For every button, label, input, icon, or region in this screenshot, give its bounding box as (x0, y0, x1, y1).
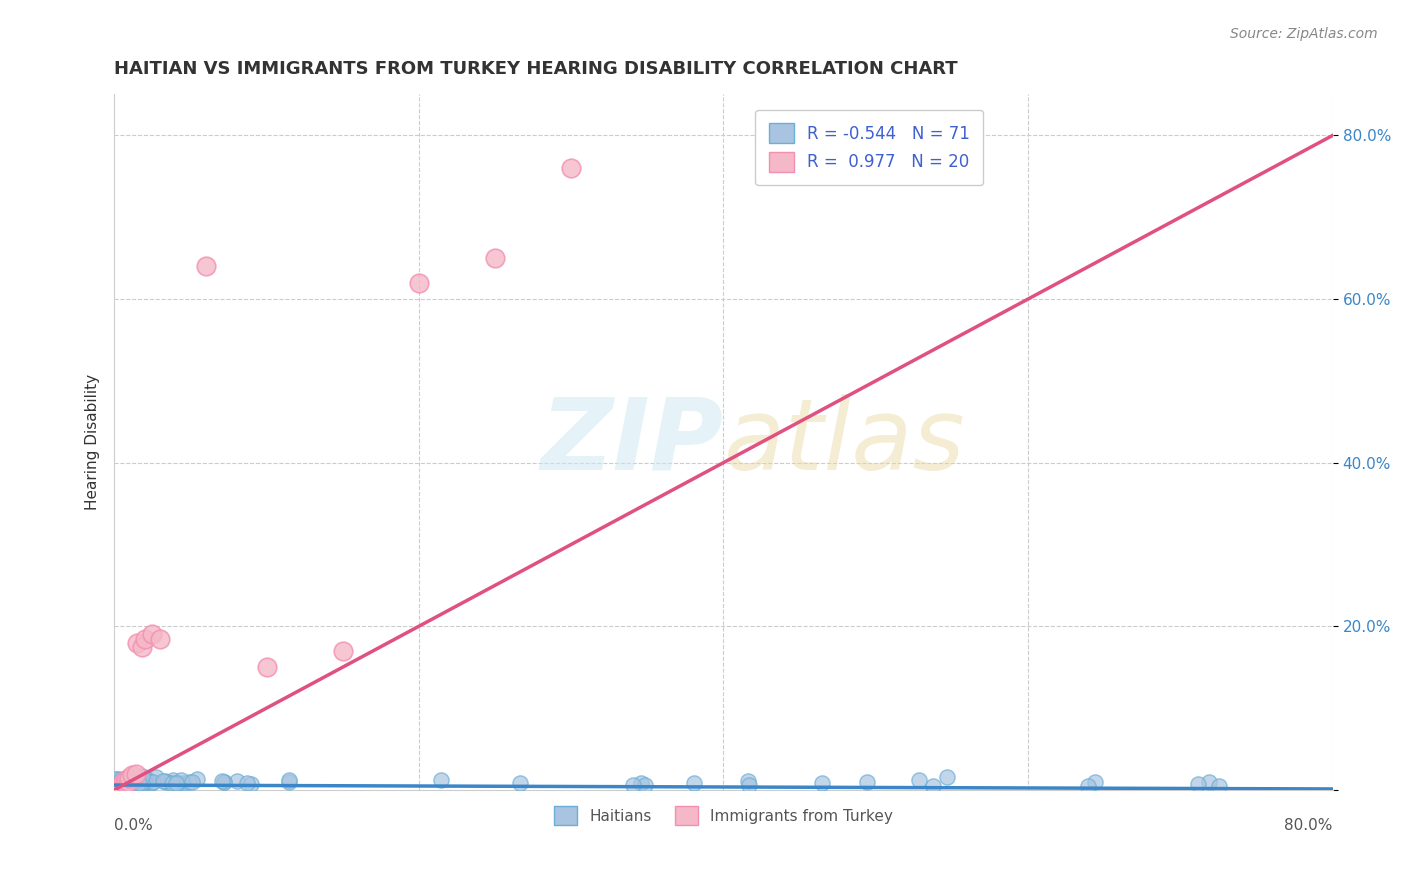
Point (104, 772, 127, 787)
Point (124, 766, 146, 780)
Text: 80.0%: 80.0% (1285, 818, 1333, 833)
Point (110, 772, 132, 787)
Point (240, 777, 263, 791)
Point (430, 772, 453, 787)
Point (236, 776, 259, 790)
Point (142, 775, 165, 789)
Point (212, 775, 235, 789)
Text: 0.0%: 0.0% (114, 818, 153, 833)
Point (153, 773, 176, 788)
Point (277, 775, 299, 789)
Point (134, 632, 156, 646)
Point (125, 772, 148, 787)
Point (117, 774, 139, 789)
Point (1208, 780, 1230, 794)
Point (170, 773, 193, 788)
Point (111, 779, 134, 793)
Point (131, 640, 153, 654)
Point (162, 773, 184, 788)
Point (180, 774, 202, 789)
Point (256, 660, 278, 674)
Point (738, 778, 761, 792)
Point (165, 776, 187, 790)
Point (408, 276, 430, 290)
Point (115, 772, 138, 786)
Text: HAITIAN VS IMMIGRANTS FROM TURKEY HEARING DISABILITY CORRELATION CHART: HAITIAN VS IMMIGRANTS FROM TURKEY HEARIN… (114, 60, 957, 78)
Point (124, 773, 146, 788)
Point (120, 776, 142, 790)
Point (907, 773, 929, 788)
Text: ZIP: ZIP (540, 393, 724, 491)
Point (105, 772, 128, 787)
Point (107, 776, 129, 790)
Point (114, 775, 136, 789)
Point (125, 635, 148, 649)
Point (141, 627, 163, 641)
Point (811, 775, 834, 789)
Point (128, 776, 150, 790)
Point (186, 772, 208, 787)
Point (484, 251, 506, 265)
Point (172, 775, 194, 789)
Point (129, 775, 152, 789)
Point (1198, 774, 1220, 789)
Point (194, 259, 217, 273)
Text: atlas: atlas (724, 393, 965, 491)
Point (122, 774, 145, 789)
Point (1084, 775, 1107, 789)
Point (114, 772, 136, 787)
Point (115, 773, 138, 788)
Point (124, 772, 146, 786)
Point (177, 775, 200, 789)
Point (149, 632, 172, 646)
Point (152, 774, 174, 789)
Point (921, 779, 943, 793)
Text: Source: ZipAtlas.com: Source: ZipAtlas.com (1230, 27, 1378, 41)
Point (509, 776, 531, 790)
Point (112, 776, 135, 790)
Point (155, 775, 177, 789)
Point (131, 770, 153, 784)
Legend: Haitians, Immigrants from Turkey: Haitians, Immigrants from Turkey (548, 800, 898, 831)
Point (114, 776, 136, 790)
Point (132, 774, 155, 789)
Point (935, 770, 957, 784)
Point (855, 775, 877, 789)
Point (145, 770, 167, 784)
Point (112, 774, 135, 789)
Point (332, 644, 354, 658)
Point (118, 775, 141, 789)
Point (560, 161, 582, 175)
Point (118, 774, 141, 789)
Point (1187, 777, 1209, 791)
Point (634, 778, 657, 792)
Point (162, 776, 184, 790)
Point (630, 776, 652, 790)
Point (737, 773, 759, 788)
Point (107, 775, 129, 789)
Point (132, 776, 155, 790)
Point (107, 780, 129, 795)
Y-axis label: Hearing Disability: Hearing Disability (86, 374, 100, 510)
Point (135, 775, 157, 789)
Point (136, 773, 159, 788)
Point (131, 771, 153, 785)
Point (135, 776, 157, 790)
Point (277, 772, 299, 787)
Point (117, 775, 139, 789)
Point (131, 776, 153, 790)
Point (166, 776, 188, 790)
Point (138, 776, 160, 790)
Point (211, 774, 233, 789)
Point (124, 775, 146, 789)
Point (139, 775, 162, 789)
Point (1077, 779, 1099, 793)
Point (621, 778, 644, 792)
Point (212, 775, 235, 789)
Point (683, 776, 706, 790)
Point (121, 768, 143, 782)
Point (118, 771, 141, 785)
Point (225, 774, 247, 789)
Point (134, 772, 156, 787)
